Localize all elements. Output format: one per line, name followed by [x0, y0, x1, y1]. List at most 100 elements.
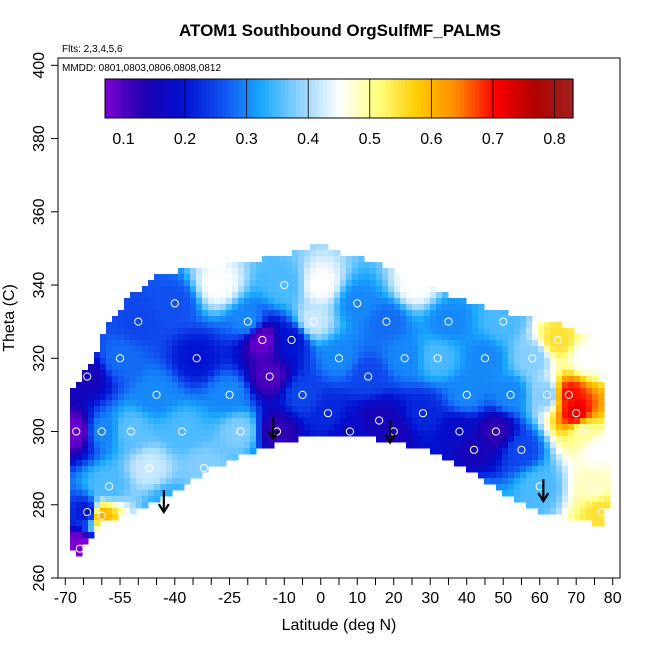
field-cell	[172, 340, 179, 347]
field-cell	[580, 364, 587, 371]
field-cell	[412, 298, 419, 305]
field-cell	[472, 352, 479, 359]
field-cell	[244, 328, 251, 335]
field-cell	[310, 274, 317, 281]
field-cell	[286, 436, 293, 443]
field-cell	[436, 418, 443, 425]
field-cell	[148, 364, 155, 371]
field-cell	[358, 286, 365, 293]
field-cell	[502, 388, 509, 395]
field-cell	[82, 430, 89, 437]
field-cell	[184, 322, 191, 329]
field-cell	[340, 430, 347, 437]
field-cell	[160, 478, 167, 485]
field-cell	[82, 466, 89, 473]
field-cell	[94, 424, 101, 431]
field-cell	[154, 394, 161, 401]
field-cell	[220, 424, 227, 431]
field-cell	[304, 256, 311, 263]
field-cell	[322, 292, 329, 299]
field-cell	[262, 292, 269, 299]
field-cell	[286, 382, 293, 389]
field-cell	[328, 310, 335, 317]
field-cell	[478, 412, 485, 419]
field-cell	[472, 364, 479, 371]
field-cell	[118, 412, 125, 419]
field-cell	[520, 454, 527, 461]
field-cell	[172, 322, 179, 329]
field-cell	[130, 376, 137, 383]
field-cell	[184, 478, 191, 485]
field-cell	[532, 412, 539, 419]
field-cell	[400, 388, 407, 395]
field-cell	[298, 262, 305, 269]
field-cell	[274, 322, 281, 329]
field-cell	[256, 340, 263, 347]
field-cell	[100, 448, 107, 455]
field-cell	[412, 418, 419, 425]
field-cell	[178, 424, 185, 431]
field-cell	[256, 394, 263, 401]
field-cell	[592, 406, 599, 413]
field-cell	[376, 412, 383, 419]
field-cell	[262, 376, 269, 383]
field-cell	[136, 334, 143, 341]
field-cell	[232, 382, 239, 389]
colorbar-swatch	[339, 79, 344, 118]
field-cell	[274, 334, 281, 341]
field-cell	[394, 274, 401, 281]
field-cell	[406, 316, 413, 323]
field-cell	[262, 364, 269, 371]
field-cell	[496, 418, 503, 425]
field-cell	[322, 328, 329, 335]
field-cell	[478, 346, 485, 353]
field-cell	[532, 376, 539, 383]
field-cell	[148, 322, 155, 329]
field-cell	[250, 316, 257, 323]
field-cell	[190, 424, 197, 431]
field-cell	[556, 388, 563, 395]
field-cell	[466, 322, 473, 329]
field-cell	[232, 304, 239, 311]
field-cell	[538, 352, 545, 359]
field-cell	[130, 346, 137, 353]
field-cell	[562, 436, 569, 443]
field-cell	[514, 424, 521, 431]
field-cell	[412, 424, 419, 431]
field-cell	[112, 436, 119, 443]
field-cell	[262, 400, 269, 407]
field-cell	[400, 346, 407, 353]
field-cell	[136, 484, 143, 491]
field-cell	[496, 448, 503, 455]
field-cell	[430, 436, 437, 443]
field-cell	[160, 340, 167, 347]
field-cell	[154, 352, 161, 359]
field-cell	[526, 430, 533, 437]
field-cell	[112, 352, 119, 359]
field-cell	[274, 388, 281, 395]
field-cell	[154, 454, 161, 461]
field-cell	[112, 400, 119, 407]
field-cell	[214, 412, 221, 419]
field-cell	[514, 364, 521, 371]
field-cell	[496, 364, 503, 371]
field-cell	[190, 298, 197, 305]
field-cell	[232, 370, 239, 377]
field-cell	[400, 292, 407, 299]
field-cell	[112, 334, 119, 341]
field-cell	[142, 406, 149, 413]
field-cell	[358, 304, 365, 311]
field-cell	[112, 478, 119, 485]
field-cell	[172, 328, 179, 335]
field-cell	[172, 310, 179, 317]
field-cell	[526, 460, 533, 467]
field-cell	[160, 352, 167, 359]
field-cell	[550, 376, 557, 383]
field-cell	[358, 400, 365, 407]
field-cell	[256, 280, 263, 287]
field-cell	[256, 286, 263, 293]
field-cell	[298, 286, 305, 293]
field-cell	[352, 406, 359, 413]
field-cell	[424, 316, 431, 323]
field-cell	[142, 358, 149, 365]
